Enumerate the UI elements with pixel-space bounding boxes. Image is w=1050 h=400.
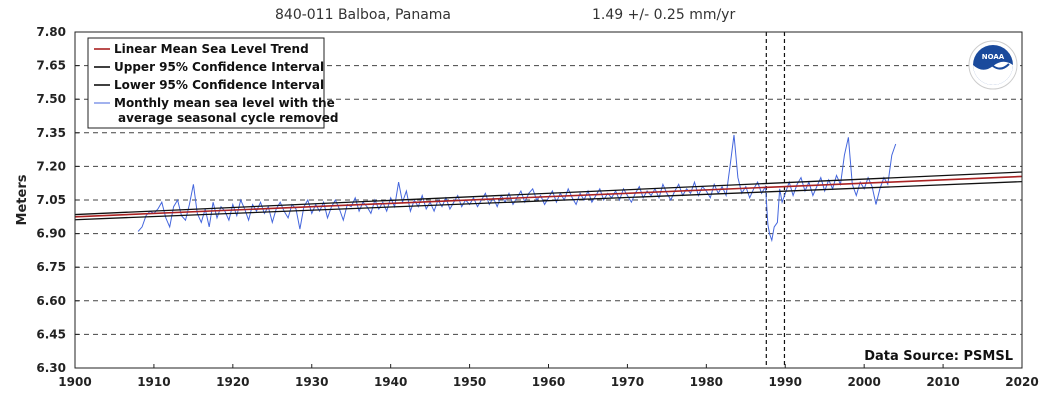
x-tick-labels: 1900 1910 1920 1930 1940 1950 1960 1970 1980 1990… [58, 364, 1039, 389]
chart-title: 840-011 Balboa, Panama [275, 7, 451, 23]
x-tick-label: 1940 [374, 375, 407, 389]
y-tick-label: 6.90 [36, 227, 66, 241]
x-tick-label: 1910 [137, 375, 170, 389]
y-tick-label: 6.45 [36, 327, 66, 341]
x-tick-label: 1990 [769, 375, 802, 389]
x-tick-label: 1970 [611, 375, 644, 389]
y-tick-labels: 6.30 6.45 6.60 6.75 6.90 7.05 7.20 7.35 7.50 7.65… [36, 25, 79, 375]
x-tick-label: 1960 [532, 375, 565, 389]
lower-confidence-line [74, 180, 1023, 221]
y-tick-label: 6.30 [36, 361, 66, 375]
x-tick-label: 2000 [847, 375, 880, 389]
y-tick-label: 7.35 [36, 126, 66, 140]
y-tick-label: 7.50 [36, 92, 66, 106]
y-tick-label: 7.20 [36, 159, 66, 173]
x-tick-label: 2020 [1005, 375, 1038, 389]
upper-confidence-line [74, 171, 1023, 216]
legend: Linear Mean Sea Level Trend Upper 95% Co… [87, 37, 339, 129]
legend-label-upper: Upper 95% Confidence Interval [114, 60, 324, 74]
legend-label-monthly: Monthly mean sea level with the average s… [114, 96, 339, 125]
legend-label-lower: Lower 95% Confidence Interval [114, 78, 324, 92]
y-tick-label: 7.65 [36, 59, 66, 73]
legend-label-monthly-line: average seasonal cycle removed [118, 111, 339, 125]
series-layer [74, 134, 1023, 243]
legend-box [87, 37, 325, 129]
trend-line [74, 175, 1023, 218]
x-tick-label: 1980 [690, 375, 723, 389]
legend-label-monthly-line: Monthly mean sea level with the [114, 96, 335, 110]
legend-label-trend: Linear Mean Sea Level Trend [114, 42, 309, 56]
noaa-logo-text: NOAA [982, 53, 1005, 61]
data-source-note: Data Source: PSMSL [864, 349, 1013, 364]
trend-rate-text: 1.49 +/- 0.25 mm/yr [592, 7, 735, 23]
y-axis-label: Meters [15, 174, 30, 225]
x-tick-label: 1920 [216, 375, 249, 389]
monthly-mean-series [137, 134, 897, 243]
y-tick-label: 7.80 [36, 25, 66, 39]
x-tick-label: 1950 [453, 375, 486, 389]
y-tick-label: 6.60 [36, 294, 66, 308]
y-tick-label: 7.05 [36, 193, 66, 207]
noaa-logo-icon: NOAA [968, 40, 1018, 90]
x-tick-label: 1900 [58, 375, 91, 389]
x-tick-label: 2010 [926, 375, 959, 389]
x-tick-label: 1930 [295, 375, 328, 389]
y-tick-label: 6.75 [36, 260, 66, 274]
